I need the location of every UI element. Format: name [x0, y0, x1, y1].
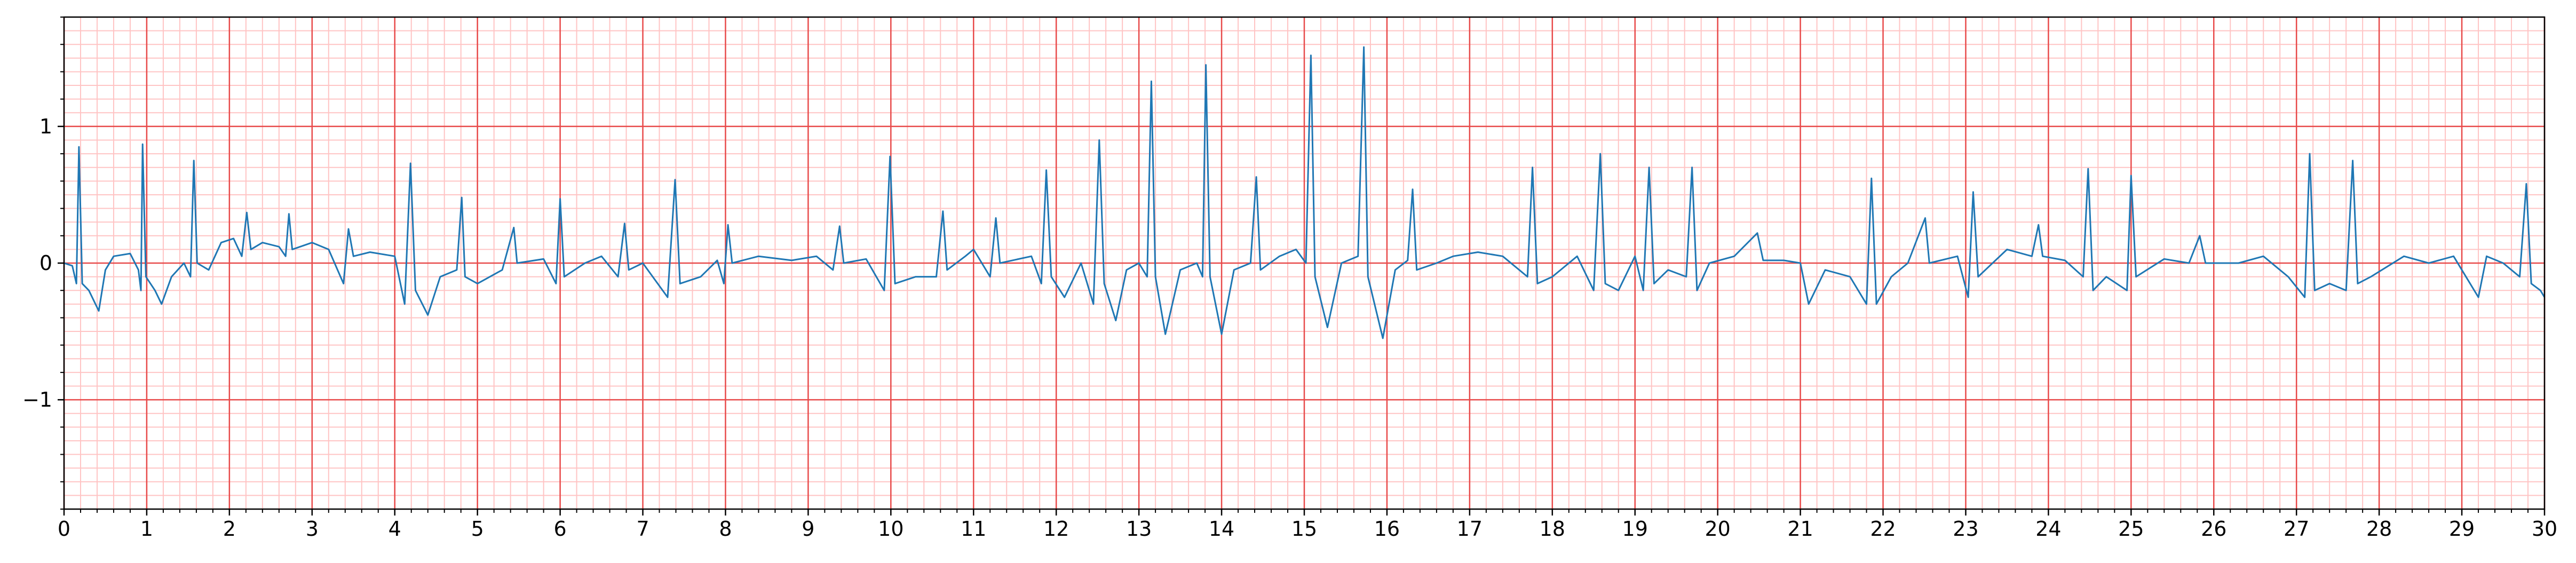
x-tick-label: 12 — [1043, 517, 1069, 541]
grid — [63, 17, 2546, 510]
plot-area — [64, 46, 2546, 339]
x-tick-label: 15 — [1291, 517, 1317, 541]
x-tick-label: 18 — [1540, 517, 1565, 541]
x-tick-label: 23 — [1953, 517, 1978, 541]
x-tick-label: 28 — [2366, 517, 2392, 541]
x-tick-label: 22 — [1870, 517, 1896, 541]
x-tick-label: 14 — [1209, 517, 1234, 541]
x-tick-label: 16 — [1374, 517, 1400, 541]
x-tick-label: 2 — [223, 517, 236, 541]
x-tick-label: 9 — [802, 517, 814, 541]
ecg-line — [64, 46, 2546, 339]
x-tick-label: 1 — [140, 517, 153, 541]
x-tick-label: 3 — [306, 517, 319, 541]
x-tick-label: 4 — [389, 517, 401, 541]
x-tick-label: 10 — [878, 517, 903, 541]
x-tick-label: 24 — [2035, 517, 2061, 541]
x-tick-label: 29 — [2449, 517, 2475, 541]
x-tick-label: 11 — [961, 517, 986, 541]
y-tick-label: 1 — [39, 115, 52, 138]
y-tick-label: −1 — [22, 388, 52, 411]
x-tick-label: 20 — [1705, 517, 1730, 541]
x-tick-label: 0 — [58, 517, 70, 541]
x-tick-label: 5 — [471, 517, 484, 541]
y-tick-label: 0 — [39, 251, 52, 275]
x-tick-label: 13 — [1126, 517, 1152, 541]
x-tick-label: 21 — [1787, 517, 1813, 541]
axes-frame — [63, 16, 2546, 510]
axes: 0 1 2 3 4 5 6 7 8 9 10 11 12 13 14 15 16 17 18 19 20 21 22 23 24… — [22, 16, 2557, 541]
x-tick-label: 27 — [2284, 517, 2309, 541]
x-tick-label: 8 — [719, 517, 732, 541]
x-tick-label: 7 — [636, 517, 649, 541]
x-tick-label: 17 — [1457, 517, 1483, 541]
x-tick-label: 26 — [2201, 517, 2226, 541]
x-tick-label: 6 — [554, 517, 567, 541]
x-tick-label: 30 — [2532, 517, 2557, 541]
x-tick-label: 25 — [2118, 517, 2144, 541]
x-tick-label: 19 — [1622, 517, 1648, 541]
